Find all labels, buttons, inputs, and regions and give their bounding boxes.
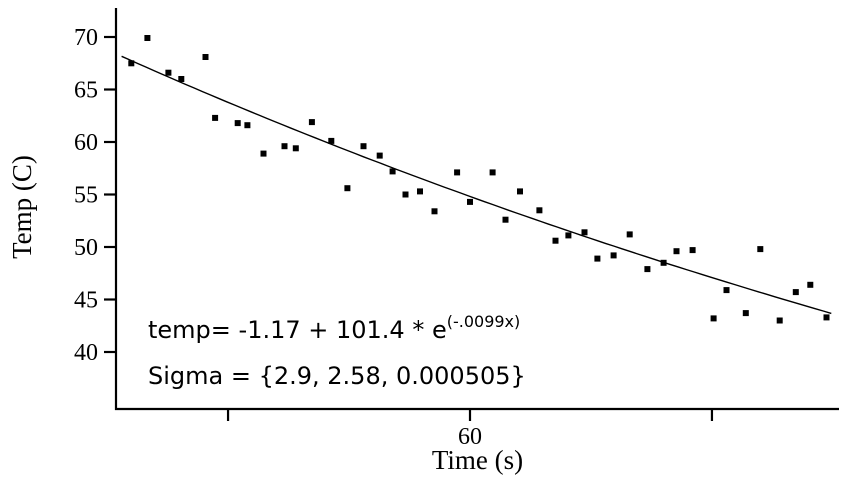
data-point [660, 259, 667, 266]
data-point [467, 198, 473, 205]
data-point [360, 143, 367, 150]
data-point [389, 168, 396, 175]
data-point [502, 216, 509, 223]
data-point [565, 232, 572, 239]
data-point [489, 169, 496, 176]
fit-curve [121, 55, 832, 315]
y-tick-label: 70 [74, 25, 98, 51]
y-tick-label: 45 [74, 288, 98, 314]
data-point [581, 229, 588, 236]
y-tick-label: 60 [74, 130, 98, 156]
y-tick-label: 50 [74, 235, 98, 261]
data-point [308, 119, 315, 126]
data-point [281, 143, 288, 150]
data-point [807, 281, 814, 288]
data-point [234, 120, 241, 127]
data-point [376, 152, 383, 159]
sigma-annotation: Sigma = {2.9, 2.58, 0.000505} [148, 362, 526, 390]
data-point [823, 314, 830, 321]
data-point [454, 169, 461, 176]
data-point [610, 252, 617, 259]
data-point [144, 35, 151, 41]
fit-equation-exponent: (-.0099x) [446, 312, 521, 331]
data-point [792, 289, 799, 296]
y-tick-label: 55 [74, 183, 98, 209]
data-point [644, 266, 651, 273]
data-point [723, 287, 730, 294]
data-point [710, 315, 717, 322]
x-axis-title: Time (s) [432, 445, 523, 475]
data-point [344, 185, 351, 192]
y-axis-title: Temp (C) [7, 155, 37, 259]
data-point [292, 145, 299, 152]
data-point [165, 69, 172, 76]
data-point [328, 137, 335, 144]
data-point [552, 237, 559, 244]
data-point [626, 231, 633, 238]
data-point [689, 247, 696, 254]
data-point [260, 150, 267, 157]
data-point [402, 191, 409, 198]
data-point [594, 255, 601, 262]
data-point [742, 310, 749, 317]
data-point [417, 188, 423, 195]
axis-spines [114, 8, 839, 411]
data-point [536, 207, 543, 214]
data-point [202, 54, 209, 60]
y-tick-label: 65 [74, 78, 98, 104]
x-tick-label: 60 [458, 424, 482, 450]
data-point [517, 188, 523, 195]
data-point [244, 122, 251, 129]
data-point [212, 114, 219, 121]
y-tick-label: 40 [74, 340, 98, 366]
fit-equation-text: temp= -1.17 + 101.4 * e [148, 316, 447, 344]
data-point [673, 248, 680, 255]
data-point [757, 246, 764, 253]
data-point [128, 60, 135, 67]
fit-equation-annotation: temp= -1.17 + 101.4 * e(-.0099x) [148, 312, 521, 344]
data-point [178, 76, 185, 82]
data-point [776, 317, 783, 324]
data-point [431, 208, 438, 215]
